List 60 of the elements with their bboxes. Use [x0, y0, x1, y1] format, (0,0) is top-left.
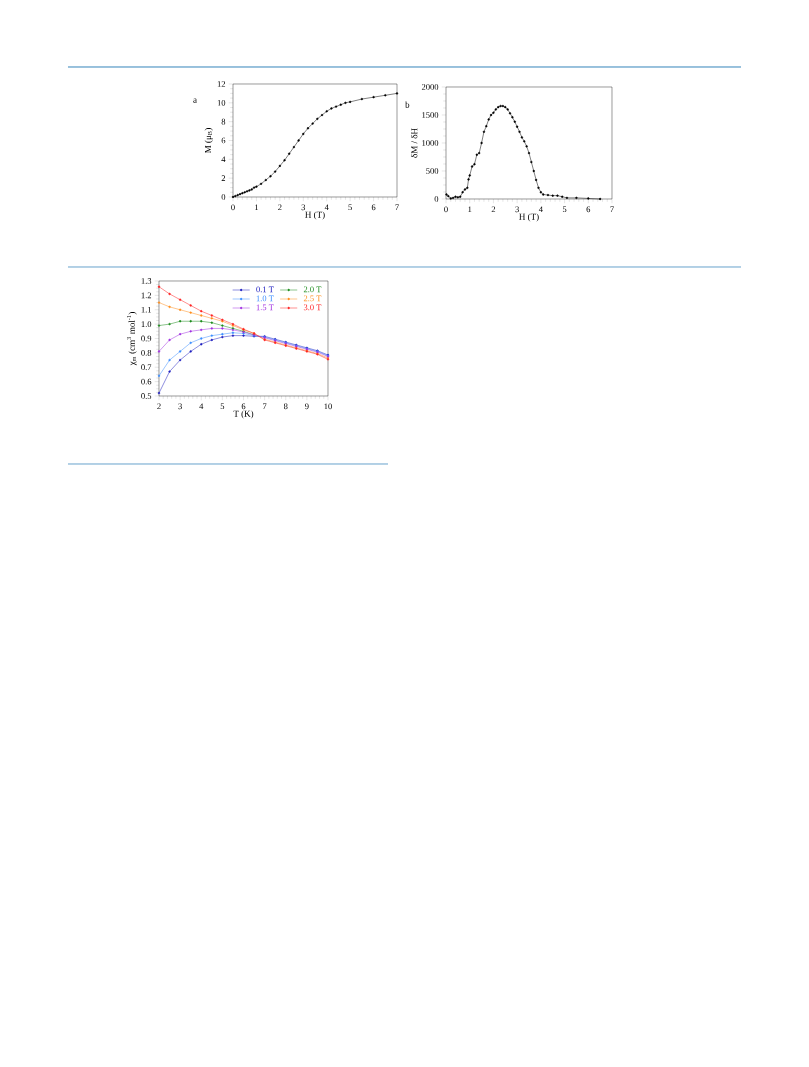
x-tick-label: 3 [515, 206, 519, 213]
x-tick-label: 0 [231, 204, 235, 211]
x-tick-label: 5 [562, 206, 567, 213]
x-tick-label: 2 [491, 206, 496, 213]
y-tick-label: 0 [434, 196, 439, 202]
x-tick-label: 4 [538, 206, 543, 213]
x-tick-label: 10 [324, 403, 332, 410]
y-tick-label: 0.7 [141, 364, 152, 371]
x-tick-label: 0 [444, 206, 448, 213]
x-tick-label: 5 [220, 403, 225, 410]
y-tick-label: 1.2 [141, 292, 152, 299]
x-tick-label: 3 [178, 403, 182, 410]
y-tick-label: 500 [426, 168, 439, 174]
legend-label: 2.0 T [303, 286, 322, 293]
x-tick-label: 2 [278, 204, 282, 211]
legend-label: 1.0 T [256, 295, 274, 302]
x-tick-label: 5 [348, 204, 352, 211]
y-tick-label: 8 [221, 118, 226, 125]
y-tick-label: 6 [221, 137, 226, 144]
x-tick-label: 7 [610, 206, 614, 213]
y-tick-label: 0.6 [141, 378, 152, 385]
y-tick-label: 1500 [422, 112, 439, 118]
y-axis-title: M (μ$_{B}$) [204, 128, 213, 154]
y-tick-label: 1.3 [141, 278, 152, 284]
x-tick-label: 7 [263, 403, 267, 410]
legend-label: 1.5 T [256, 304, 274, 311]
y-tick-label: 12 [217, 81, 226, 87]
x-tick-label: 6 [371, 204, 376, 211]
y-tick-label: 0.8 [141, 349, 152, 356]
y-tick-label: 1.1 [141, 306, 152, 313]
y-tick-label: 2 [221, 175, 226, 181]
y-tick-label: 0.9 [141, 335, 152, 342]
y-tick-label: 1.0 [141, 321, 152, 328]
y-tick-label: 10 [217, 99, 226, 106]
x-tick-label: 4 [324, 204, 329, 211]
y-axis-title: δM / δH [410, 128, 418, 158]
x-axis-title: T (K) [233, 410, 254, 419]
x-tick-label: 1 [468, 206, 472, 213]
y-tick-label: 4 [221, 156, 226, 163]
y-tick-label: 0 [221, 194, 226, 200]
y-tick-label: 0.5 [141, 393, 152, 399]
legend-label: 3.0 T [303, 304, 322, 311]
y-tick-label: 1000 [422, 140, 439, 146]
x-tick-label: 1 [255, 204, 259, 211]
x-tick-label: 2 [157, 403, 161, 410]
text: a [193, 98, 197, 103]
x-axis-title: H (T) [305, 211, 325, 220]
y-axis-title: χ$_{m}$ (cm$^{3}$ mol$^{-1}$) [126, 312, 137, 366]
x-tick-label: 9 [305, 403, 309, 410]
x-tick-label: 6 [241, 403, 246, 410]
text: b [405, 101, 410, 108]
x-axis-title: H (T) [519, 213, 539, 222]
x-tick-label: 4 [199, 403, 204, 410]
legend-label: 2.5 T [303, 295, 322, 302]
y-tick-label: 2000 [421, 84, 439, 90]
x-tick-label: 8 [283, 403, 288, 410]
x-tick-label: 6 [586, 206, 591, 213]
legend-label: 0.1 T [256, 286, 274, 293]
x-tick-label: 7 [395, 204, 399, 211]
x-tick-label: 3 [301, 204, 306, 211]
